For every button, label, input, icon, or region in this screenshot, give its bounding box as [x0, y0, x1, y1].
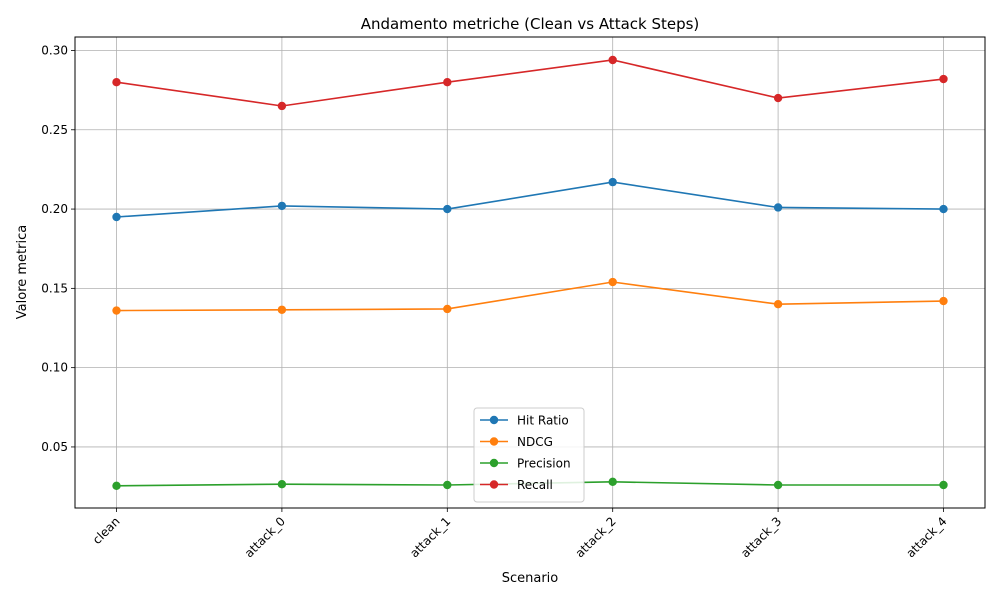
legend-marker-recall: [489, 480, 499, 489]
series-layer: [112, 55, 948, 490]
data-point-hit-ratio: [608, 177, 617, 187]
data-point-hit-ratio: [773, 203, 783, 212]
y-tick-label: 0.05: [41, 440, 68, 454]
data-point-precision: [939, 480, 948, 490]
data-point-hit-ratio: [939, 204, 948, 214]
series-hit-ratio: [112, 177, 948, 222]
data-point-recall: [608, 55, 617, 65]
y-axis-ticks: 0.05 0.10 0.15 0.20 0.25 0.30: [41, 43, 75, 454]
chart-title: Andamento metriche (Clean vs Attack Step…: [361, 15, 700, 33]
legend-marker-hit-ratio: [489, 415, 499, 425]
legend-label-ndcg: NDCG: [517, 435, 553, 449]
legend-label-recall: Recall: [517, 478, 553, 492]
x-tick-label: attack_0: [242, 514, 288, 560]
data-point-recall: [443, 77, 452, 87]
grid: [75, 37, 985, 508]
data-point-ndcg: [112, 306, 121, 315]
legend-label-hit-ratio: Hit Ratio: [517, 414, 569, 428]
data-point-hit-ratio: [277, 201, 287, 211]
data-point-precision: [277, 480, 287, 489]
x-tick-label: attack_1: [407, 514, 453, 560]
data-point-ndcg: [773, 300, 783, 309]
y-tick-label: 0.30: [41, 43, 68, 57]
data-point-precision: [773, 480, 783, 490]
data-point-ndcg: [939, 296, 948, 306]
plot-frame: [74, 36, 986, 509]
data-point-precision: [112, 481, 121, 490]
data-point-recall: [277, 101, 287, 111]
data-point-ndcg: [277, 305, 287, 314]
series-line-recall: [116, 59, 944, 107]
series-ndcg: [112, 277, 948, 315]
legend: Hit Ratio NDCG Precision Recall: [473, 407, 585, 503]
data-point-ndcg: [608, 277, 617, 287]
y-tick-label: 0.20: [41, 202, 68, 216]
data-point-recall: [112, 77, 121, 87]
data-point-hit-ratio: [112, 212, 121, 222]
data-point-precision: [608, 477, 617, 487]
legend-marker-precision: [489, 458, 499, 468]
legend-label-precision: Precision: [517, 457, 571, 471]
legend-marker-ndcg: [489, 437, 499, 446]
series-recall: [112, 55, 948, 111]
data-point-recall: [939, 74, 948, 84]
series-line-hit-ratio: [116, 181, 944, 218]
x-tick-label: attack_4: [903, 514, 949, 560]
x-axis-ticks: clean attack_0 attack_1 attack_2 attack_3 att…: [90, 508, 950, 560]
data-point-precision: [443, 480, 452, 490]
data-point-recall: [773, 93, 783, 103]
x-axis-label: Scenario: [502, 571, 559, 586]
x-tick-label: attack_3: [738, 514, 784, 560]
y-tick-label: 0.10: [41, 361, 68, 375]
data-point-hit-ratio: [443, 204, 452, 214]
x-tick-label: attack_2: [573, 514, 619, 560]
series-line-ndcg: [116, 281, 944, 312]
x-tick-label: clean: [90, 514, 123, 547]
y-tick-label: 0.15: [41, 281, 68, 295]
data-point-ndcg: [443, 304, 452, 314]
legend-box: [473, 407, 585, 503]
y-tick-label: 0.25: [41, 123, 68, 137]
y-axis-label: Valore metrica: [15, 225, 30, 319]
